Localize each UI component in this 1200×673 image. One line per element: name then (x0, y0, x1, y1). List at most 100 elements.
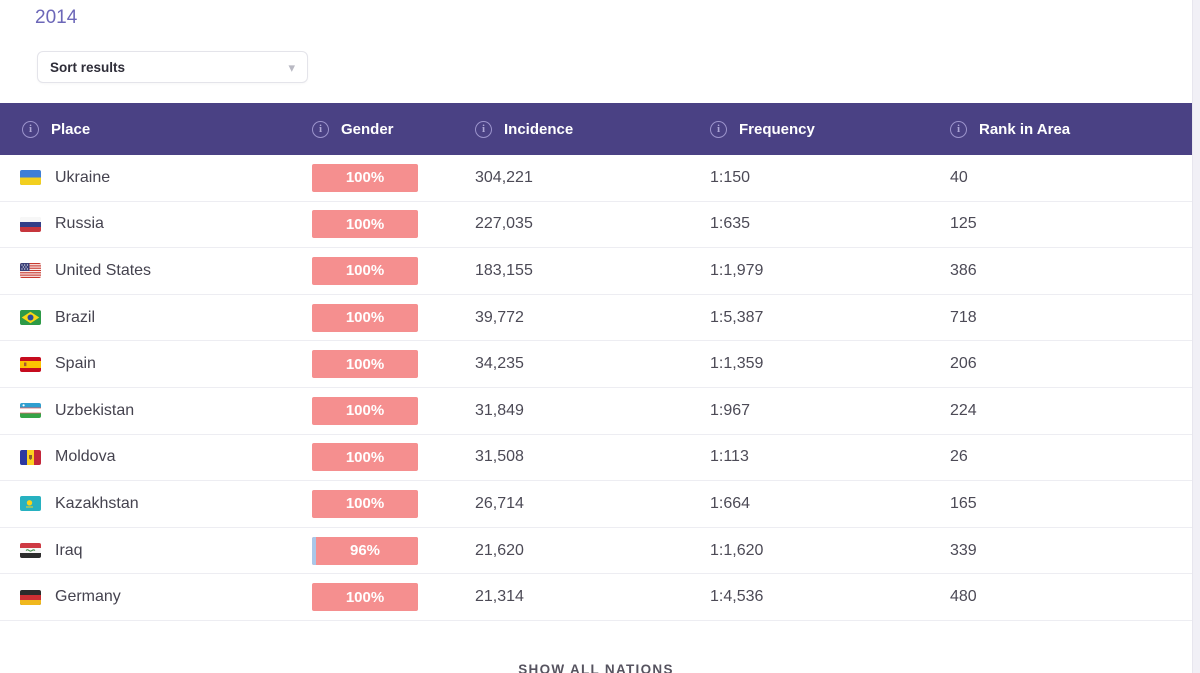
column-label: Rank in Area (979, 120, 1071, 138)
gender-bar: 100% (312, 489, 418, 518)
gender-percentage: 100% (345, 588, 385, 606)
gender-female-segment (312, 583, 418, 612)
frequency-value: 1:967 (710, 401, 751, 419)
sort-results-label: Sort results (50, 59, 126, 75)
united-states-flag-icon (20, 263, 41, 279)
incidence-value: 21,314 (475, 588, 524, 606)
gender-bar: 100% (312, 443, 418, 472)
info-icon[interactable]: i (22, 120, 39, 138)
incidence-value: 34,235 (475, 355, 524, 373)
rank-in-area-value: 125 (950, 215, 977, 233)
country-name: Ukraine (55, 168, 111, 186)
table-row: Germany 100% 21,314 1:4,536 480 (0, 574, 1192, 621)
gender-bar: 100% (312, 303, 418, 332)
country-name: Spain (55, 355, 96, 373)
nations-table: i Place i Gender i Incidence i Frequency… (0, 103, 1192, 621)
sort-results-dropdown[interactable]: Sort results ▾ (37, 51, 308, 83)
incidence-value: 21,620 (475, 541, 524, 559)
moldova-flag-icon (20, 449, 41, 465)
chevron-down-icon: ▾ (288, 59, 295, 75)
info-icon[interactable]: i (950, 120, 967, 138)
info-icon[interactable]: i (475, 120, 492, 138)
incidence-value: 26,714 (475, 494, 524, 512)
show-all-nations-button[interactable]: SHOW ALL NATIONS (518, 662, 674, 673)
column-label: Place (51, 120, 91, 138)
rank-in-area-value: 26 (950, 448, 968, 466)
frequency-value: 1:113 (710, 448, 749, 466)
incidence-value: 39,772 (475, 308, 524, 326)
gender-percentage: 100% (345, 262, 385, 280)
kazakhstan-flag-icon (20, 496, 41, 512)
column-header-place: i Place (0, 120, 312, 138)
incidence-value: 31,849 (475, 401, 524, 419)
column-label: Incidence (504, 120, 574, 138)
rank-in-area-value: 718 (950, 308, 977, 326)
frequency-value: 1:1,979 (710, 261, 764, 279)
gender-bar: 100% (312, 350, 418, 379)
frequency-value: 1:150 (710, 168, 751, 186)
rank-in-area-value: 386 (950, 261, 977, 279)
country-name: Uzbekistan (55, 401, 135, 419)
germany-flag-icon (20, 589, 41, 605)
column-header-rank-in-area: i Rank in Area (950, 120, 1192, 138)
frequency-value: 1:1,620 (710, 541, 764, 559)
table-row: Russia 100% 227,035 1:635 125 (0, 201, 1192, 249)
rank-in-area-value: 206 (950, 355, 977, 373)
uzbekistan-flag-icon (20, 403, 41, 419)
incidence-value: 31,508 (475, 448, 524, 466)
gender-bar: 100% (312, 256, 418, 285)
table-row: Spain 100% 34,235 1:1,359 206 (0, 341, 1192, 388)
info-icon[interactable]: i (710, 120, 727, 138)
gender-bar: 100% (312, 396, 418, 425)
country-name: Iraq (55, 541, 83, 559)
gender-female-segment (312, 396, 418, 425)
table-row: Uzbekistan 100% 31,849 1:967 224 (0, 387, 1192, 435)
column-header-incidence: i Incidence (475, 120, 710, 138)
gender-percentage: 100% (345, 169, 385, 187)
year-link[interactable]: 2014 (35, 7, 78, 28)
gender-percentage: 100% (345, 495, 385, 513)
gender-percentage: 100% (345, 448, 385, 466)
frequency-value: 1:5,387 (710, 308, 764, 326)
table-row: Iraq 96% 21,620 1:1,620 339 (0, 527, 1192, 575)
gender-female-segment (312, 489, 418, 518)
rank-in-area-value: 224 (950, 401, 977, 419)
table-row: Kazakhstan 100% 26,714 1:664 165 (0, 481, 1192, 528)
info-icon[interactable]: i (312, 120, 329, 138)
rank-in-area-value: 339 (950, 541, 977, 559)
rank-in-area-value: 480 (950, 588, 977, 606)
scrollbar[interactable] (1192, 0, 1200, 673)
gender-female-segment (312, 163, 418, 192)
column-label: Gender (341, 120, 394, 138)
gender-bar: 100% (312, 210, 418, 239)
table-body: Ukraine 100% 304,221 1:150 40 Russia 100… (0, 155, 1192, 621)
country-name: Russia (55, 215, 104, 233)
column-header-frequency: i Frequency (710, 120, 950, 138)
gender-percentage: 96% (349, 542, 381, 560)
table-row: Brazil 100% 39,772 1:5,387 718 (0, 294, 1192, 342)
column-label: Frequency (739, 120, 815, 138)
country-name: Germany (55, 588, 121, 606)
gender-female-segment (312, 350, 418, 379)
country-name: Brazil (55, 308, 96, 326)
gender-bar: 96% (312, 536, 418, 565)
incidence-value: 304,221 (475, 168, 533, 186)
incidence-value: 183,155 (475, 261, 533, 279)
country-name: United States (55, 261, 152, 279)
ukraine-flag-icon (20, 170, 41, 186)
frequency-value: 1:664 (710, 494, 751, 512)
table-row: Ukraine 100% 304,221 1:150 40 (0, 155, 1192, 202)
gender-female-segment (312, 443, 418, 472)
rank-in-area-value: 165 (950, 494, 977, 512)
gender-percentage: 100% (345, 402, 385, 420)
frequency-value: 1:635 (710, 215, 751, 233)
frequency-value: 1:4,536 (710, 588, 764, 606)
table-row: Moldova 100% 31,508 1:113 26 (0, 434, 1192, 482)
gender-percentage: 100% (345, 215, 385, 233)
russia-flag-icon (20, 216, 41, 232)
gender-female-segment (312, 256, 418, 285)
iraq-flag-icon (20, 543, 41, 559)
rank-in-area-value: 40 (950, 168, 968, 186)
gender-bar: 100% (312, 583, 418, 612)
